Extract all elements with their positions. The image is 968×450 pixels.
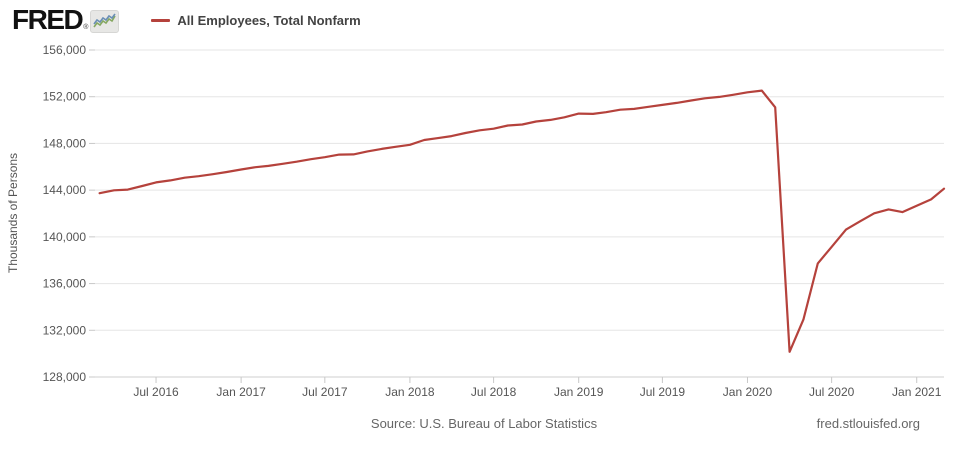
x-tick-label: Jan 2017 <box>216 385 266 399</box>
y-tick-label: 140,000 <box>43 230 87 244</box>
x-tick-label: Jul 2020 <box>809 385 855 399</box>
gridlines-group <box>89 49 944 378</box>
series-color-dash <box>151 18 171 22</box>
x-tick-label: Jan 2021 <box>892 385 942 399</box>
x-tick-label: Jul 2019 <box>640 385 686 399</box>
chart-header: FRED ® All Employees, Total Nonfarm <box>12 3 361 35</box>
y-tick-label: 128,000 <box>43 370 87 384</box>
x-tick-label: Jan 2018 <box>385 385 435 399</box>
y-axis-title: Thousands of Persons <box>6 153 20 273</box>
fred-sparkline-icon <box>90 9 120 33</box>
sparkline-blue-line <box>93 13 117 24</box>
series-legend-label[interactable]: All Employees, Total Nonfarm <box>177 12 361 28</box>
x-tick-label: Jul 2017 <box>302 385 348 399</box>
y-tick-label: 148,000 <box>43 136 87 150</box>
registered-trademark-symbol: ® <box>83 23 89 31</box>
x-tick-label: Jan 2019 <box>554 385 604 399</box>
x-axis-group: Jul 2016 Jan 2017 Jul 2017 Jan 2018 Jul 2018… <box>95 376 944 399</box>
fred-wordmark: FRED <box>12 3 84 35</box>
series-legend: All Employees, Total Nonfarm <box>151 12 361 28</box>
fred-logo-link[interactable]: FRED ® <box>12 3 120 35</box>
source-attribution: Source: U.S. Bureau of Labor Statistics <box>370 416 598 431</box>
y-tick-label: 152,000 <box>43 90 87 104</box>
x-tick-label: Jan 2020 <box>723 385 773 399</box>
y-tick-label: 156,000 <box>43 43 87 57</box>
y-axis-tick-labels: 156,000 152,000 148,000 144,000 140,000 136,0… <box>43 43 87 384</box>
x-tick-label: Jul 2016 <box>133 385 179 399</box>
x-tick-label: Jul 2018 <box>471 385 517 399</box>
fred-site-link[interactable]: fred.stlouisfed.org <box>816 416 920 431</box>
data-series-line <box>98 89 946 353</box>
y-tick-label: 132,000 <box>43 323 87 337</box>
y-tick-label: 144,000 <box>43 183 87 197</box>
sparkline-svg <box>93 13 117 27</box>
y-tick-label: 136,000 <box>43 277 87 291</box>
sparkline-green-line <box>93 15 117 27</box>
